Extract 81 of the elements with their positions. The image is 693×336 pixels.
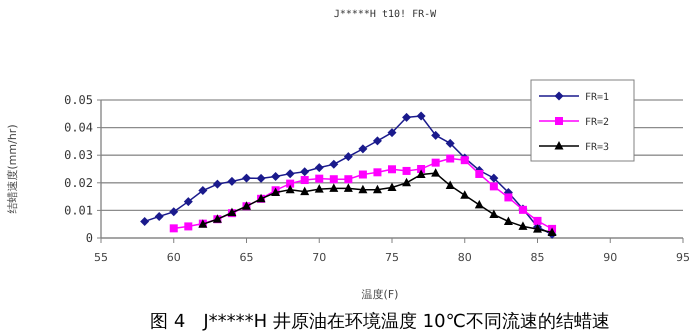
x-axis-title: 温度(F) xyxy=(362,288,398,301)
x-tick-label: 75 xyxy=(385,251,399,264)
point xyxy=(329,160,338,169)
caption: 图 4 J*****H 井原油在环境温度 10℃不同流速的结蜡速 xyxy=(150,311,610,332)
point xyxy=(286,180,294,188)
point xyxy=(212,180,222,189)
chart-title: J*****H t10! FR-W xyxy=(334,9,438,20)
point xyxy=(388,182,396,191)
point xyxy=(170,224,178,232)
point xyxy=(416,170,426,178)
point xyxy=(534,216,542,225)
point xyxy=(372,184,382,194)
point xyxy=(504,216,513,225)
point xyxy=(446,180,455,190)
point xyxy=(169,207,178,216)
point xyxy=(286,184,295,194)
point xyxy=(314,163,324,172)
point xyxy=(314,184,324,193)
x-tick-label: 70 xyxy=(312,251,326,264)
point xyxy=(286,169,295,178)
x-tick-label: 85 xyxy=(530,251,544,264)
y-tick-label: 0.04 xyxy=(64,120,93,135)
point xyxy=(184,222,192,230)
point xyxy=(344,175,352,184)
point xyxy=(402,178,412,186)
point xyxy=(446,154,454,163)
y-tick-label: 0.01 xyxy=(64,203,93,218)
y-tick-label: 0 xyxy=(86,231,93,245)
point xyxy=(315,174,324,183)
legend-label: FR=1 xyxy=(585,92,610,103)
point xyxy=(227,176,236,186)
point xyxy=(460,190,470,199)
point xyxy=(358,144,368,154)
point xyxy=(300,186,310,196)
legend-label: FR=3 xyxy=(585,142,610,153)
point xyxy=(489,174,498,183)
point xyxy=(344,152,353,162)
point xyxy=(372,136,382,146)
x-tick-label: 90 xyxy=(603,251,618,264)
point xyxy=(154,212,164,221)
point xyxy=(416,112,426,121)
point xyxy=(388,128,396,138)
point xyxy=(198,186,208,196)
point xyxy=(475,170,484,178)
point xyxy=(489,210,498,218)
y-tick-label: 0.03 xyxy=(64,148,93,162)
x-tick-label: 55 xyxy=(94,251,108,264)
point xyxy=(431,168,440,177)
point xyxy=(490,182,498,190)
y-tick-label: 0.05 xyxy=(64,93,93,107)
point xyxy=(300,167,310,176)
x-tick-label: 80 xyxy=(458,251,472,264)
point xyxy=(432,158,440,167)
point xyxy=(548,227,557,236)
point xyxy=(344,183,353,192)
x-tick-label: 65 xyxy=(240,251,254,264)
x-tick-label: 95 xyxy=(676,251,690,264)
point xyxy=(474,200,484,208)
point xyxy=(140,216,150,226)
point xyxy=(446,138,455,148)
y-tick-label: 0.02 xyxy=(64,176,93,190)
point xyxy=(271,172,280,181)
point xyxy=(373,168,382,176)
point xyxy=(329,183,338,192)
point xyxy=(242,174,251,183)
point xyxy=(388,165,396,174)
point xyxy=(358,170,367,179)
y-axis-title: 结蜡速度(mm/hr) xyxy=(6,124,19,214)
point xyxy=(431,130,440,140)
point xyxy=(402,166,411,175)
x-tick-label: 60 xyxy=(166,251,181,264)
point xyxy=(256,174,266,183)
point xyxy=(184,197,193,206)
point xyxy=(300,176,309,184)
point xyxy=(330,175,338,184)
point xyxy=(460,156,469,164)
legend-label: FR=2 xyxy=(585,117,610,128)
point xyxy=(402,112,412,122)
point xyxy=(518,221,528,230)
point xyxy=(504,193,512,202)
point xyxy=(358,184,368,194)
